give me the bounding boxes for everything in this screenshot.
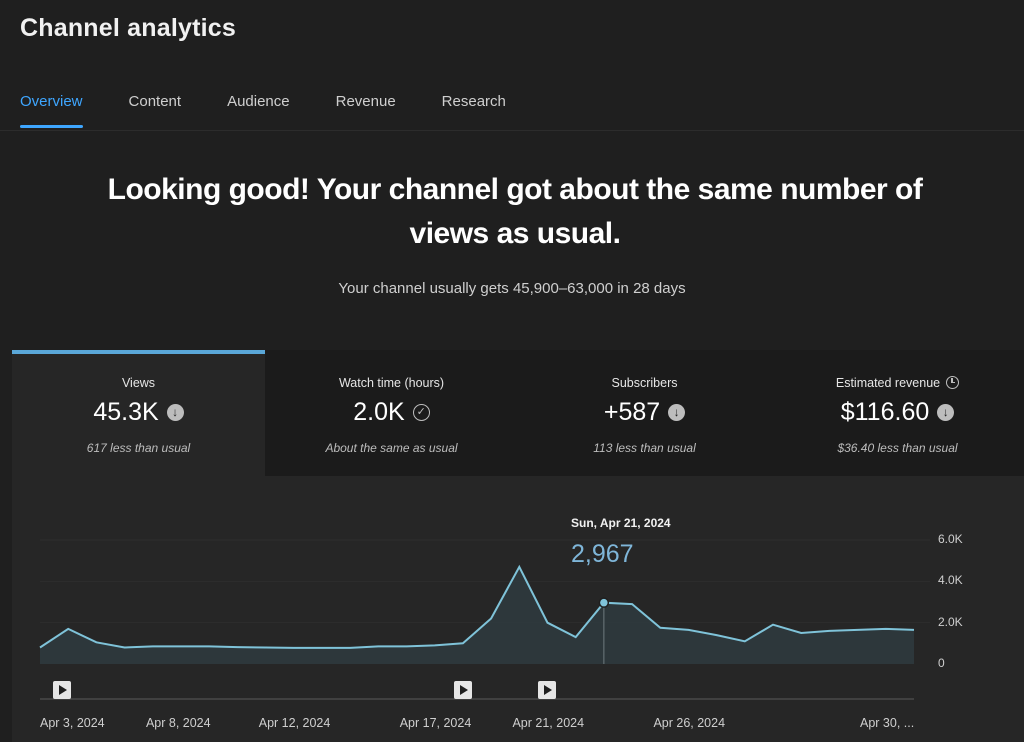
chart-point[interactable] bbox=[65, 626, 71, 632]
chart-point[interactable] bbox=[714, 632, 720, 638]
chart-point[interactable] bbox=[657, 625, 663, 631]
tooltip-date: Sun, Apr 21, 2024 bbox=[571, 516, 671, 530]
tabs-divider bbox=[0, 130, 1024, 131]
metric-value-text: +587 bbox=[603, 398, 661, 426]
y-tick-label: 2.0K bbox=[938, 614, 963, 629]
y-tick-label: 4.0K bbox=[938, 573, 963, 588]
metric-value: $116.60 ↓ bbox=[771, 398, 1024, 427]
chart-point[interactable] bbox=[460, 640, 466, 646]
chart-point[interactable] bbox=[206, 643, 212, 649]
chart-point[interactable] bbox=[573, 634, 579, 640]
chart-point[interactable] bbox=[544, 620, 550, 626]
metric-card-subscribers[interactable]: Subscribers +587 ↓ 113 less than usual bbox=[518, 350, 771, 476]
arrow-down-icon: ↓ bbox=[668, 404, 686, 421]
tooltip-value: 2,967 bbox=[571, 540, 634, 568]
x-tick-label: Apr 26, 2024 bbox=[653, 716, 726, 730]
chart-point[interactable] bbox=[742, 638, 748, 644]
metric-note: 113 less than usual bbox=[593, 441, 696, 455]
analytics-tabs: Overview Content Audience Revenue Resear… bbox=[20, 90, 552, 130]
metric-note: About the same as usual bbox=[325, 441, 458, 455]
arrow-down-icon: ↓ bbox=[937, 404, 955, 421]
chart-point[interactable] bbox=[319, 645, 325, 651]
x-tick-label: Apr 8, 2024 bbox=[145, 716, 211, 730]
chart-point[interactable] bbox=[855, 627, 861, 633]
metric-note: 617 less than usual bbox=[86, 441, 191, 455]
metric-label: Views bbox=[121, 376, 156, 390]
metric-value-text: 45.3K bbox=[93, 398, 159, 426]
chart-point[interactable] bbox=[93, 639, 99, 645]
chart-point[interactable] bbox=[432, 642, 438, 648]
chart-point[interactable] bbox=[150, 643, 156, 649]
metric-label-text: Estimated revenue bbox=[835, 376, 941, 390]
chart-point[interactable] bbox=[516, 564, 522, 570]
chart-point[interactable] bbox=[347, 645, 353, 651]
metric-value: 2.0K ✓ bbox=[265, 398, 518, 427]
metric-label: Estimated revenue bbox=[771, 376, 1024, 390]
tab-content[interactable]: Content bbox=[128, 93, 182, 110]
y-tick-label: 0 bbox=[938, 656, 945, 670]
chart-point[interactable] bbox=[685, 627, 691, 633]
overview-panel: Views 45.3K ↓ 617 less than usual Watch … bbox=[12, 350, 1024, 742]
chart-point[interactable] bbox=[263, 644, 269, 650]
check-icon: ✓ bbox=[412, 404, 430, 421]
x-tick-label: Apr 12, 2024 bbox=[258, 716, 331, 730]
chart-point[interactable] bbox=[404, 643, 410, 649]
metric-value: +587 ↓ bbox=[518, 398, 771, 427]
chart-point[interactable] bbox=[291, 645, 297, 651]
y-tick-label: 6.0K bbox=[938, 532, 963, 546]
chart-point[interactable] bbox=[375, 643, 381, 649]
summary-headline: Looking good! Your channel got about the… bbox=[107, 173, 923, 250]
metric-label: Subscribers bbox=[611, 376, 678, 390]
x-tick-label: Apr 30, ... bbox=[860, 716, 915, 730]
x-tick-label: Apr 3, 2024 bbox=[40, 716, 105, 730]
chart-point[interactable] bbox=[770, 622, 776, 628]
summary-subline: Your channel usually gets 45,900–63,000 … bbox=[338, 280, 686, 297]
metric-value-text: $116.60 bbox=[840, 398, 930, 426]
arrow-down-icon: ↓ bbox=[166, 404, 184, 421]
tab-audience[interactable]: Audience bbox=[227, 93, 290, 110]
video-play-icon[interactable] bbox=[453, 681, 472, 699]
video-play-icon[interactable] bbox=[53, 681, 72, 699]
metric-card-revenue[interactable]: Estimated revenue $116.60 ↓ $36.40 less … bbox=[771, 350, 1024, 476]
metric-label: Watch time (hours) bbox=[338, 376, 445, 390]
x-tick-label: Apr 17, 2024 bbox=[399, 716, 472, 730]
clock-icon[interactable] bbox=[946, 376, 960, 389]
chart-point[interactable] bbox=[178, 643, 184, 649]
x-tick-label: Apr 21, 2024 bbox=[512, 716, 585, 730]
metric-value: 45.3K ↓ bbox=[12, 398, 265, 427]
chart-point[interactable] bbox=[601, 600, 607, 606]
metric-note: $36.40 less than usual bbox=[837, 441, 958, 455]
chart-point[interactable] bbox=[883, 626, 889, 632]
metric-value-text: 2.0K bbox=[353, 398, 405, 426]
metric-card-views[interactable]: Views 45.3K ↓ 617 less than usual bbox=[12, 350, 265, 476]
chart-point[interactable] bbox=[798, 630, 804, 636]
tab-research[interactable]: Research bbox=[441, 93, 506, 110]
chart-point[interactable] bbox=[629, 601, 635, 607]
tab-revenue[interactable]: Revenue bbox=[335, 93, 396, 110]
chart-point[interactable] bbox=[488, 616, 494, 622]
highlight-point[interactable] bbox=[598, 597, 610, 608]
metric-cards: Views 45.3K ↓ 617 less than usual Watch … bbox=[12, 350, 1024, 476]
metric-card-watch-time[interactable]: Watch time (hours) 2.0K ✓ About the same… bbox=[265, 350, 518, 476]
chart-point[interactable] bbox=[122, 644, 128, 650]
tab-overview[interactable]: Overview bbox=[20, 90, 83, 128]
chart-point[interactable] bbox=[37, 644, 43, 650]
chart-point[interactable] bbox=[234, 644, 240, 650]
video-play-icon[interactable] bbox=[538, 681, 557, 699]
page-title: Channel analytics bbox=[20, 14, 236, 42]
chart-point[interactable] bbox=[826, 628, 832, 634]
chart-point[interactable] bbox=[911, 627, 917, 633]
